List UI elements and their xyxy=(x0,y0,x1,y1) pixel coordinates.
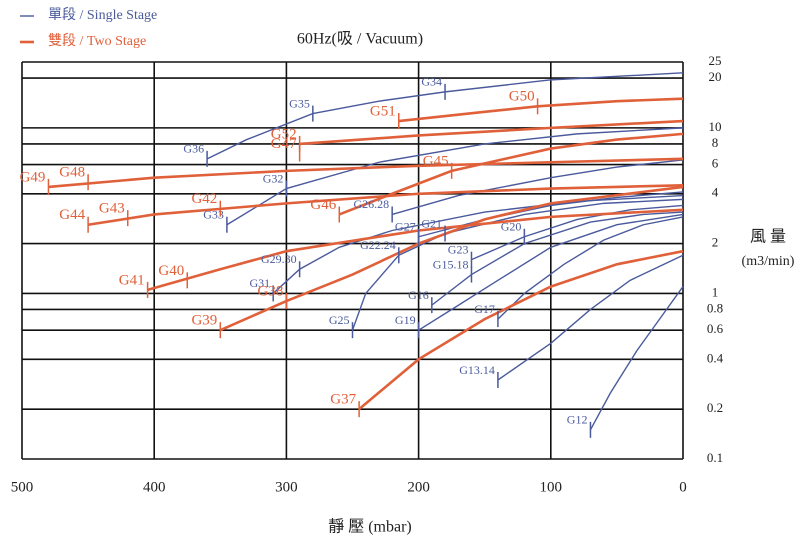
curve xyxy=(299,119,684,146)
curve-label: G51 xyxy=(370,103,396,119)
curve xyxy=(418,213,684,331)
y-tick-label: 2 xyxy=(712,235,719,250)
y-axis-unit: (m3/min) xyxy=(742,254,795,269)
curve-label: G38 xyxy=(258,283,284,299)
curve-label: G32 xyxy=(263,171,284,185)
curve-label: G40 xyxy=(158,263,184,279)
curve-label: G12 xyxy=(567,413,588,427)
curve-label: G31 xyxy=(250,276,271,290)
curve-label: G41 xyxy=(119,272,145,288)
y-tick-label: 6 xyxy=(712,156,719,171)
curve-label: G33 xyxy=(203,207,224,221)
legend-label: 雙段 / Two Stage xyxy=(48,33,146,49)
y-tick-label: 0.4 xyxy=(707,350,724,365)
x-axis-label: 靜 壓 (mbar) xyxy=(328,518,412,536)
curve-label: G15.18 xyxy=(433,257,469,271)
curve-label: G42 xyxy=(191,191,217,207)
x-tick-label: 0 xyxy=(679,479,687,495)
curve-label: G22.24 xyxy=(360,238,396,252)
curve-label: G27 xyxy=(395,220,416,234)
curve xyxy=(391,159,684,216)
curve-label: G43 xyxy=(99,201,125,217)
curve-label: G13.14 xyxy=(459,363,495,377)
curve-label: G45 xyxy=(423,153,449,169)
curve-label: G23 xyxy=(448,242,469,256)
x-tick-label: 100 xyxy=(540,479,563,495)
curve xyxy=(398,97,684,123)
curve-label: G49 xyxy=(20,169,46,185)
curve-label: G48 xyxy=(59,165,85,181)
y-axis-label: 風 量 xyxy=(750,229,786,246)
chart-title: 60Hz(吸 / Vacuum) xyxy=(297,31,423,48)
x-tick-label: 200 xyxy=(407,479,430,495)
curve-label: G19 xyxy=(395,313,416,327)
curve-label: G26.28 xyxy=(353,197,389,211)
curve-label: G50 xyxy=(509,89,535,105)
curve-label: G16 xyxy=(408,288,429,302)
curve-label: G34 xyxy=(421,75,442,89)
y-tick-label: 20 xyxy=(709,69,722,84)
curve xyxy=(431,211,684,306)
curve-label: G35 xyxy=(289,96,310,110)
curve xyxy=(48,157,684,189)
curve-label: G36 xyxy=(183,142,204,156)
curve xyxy=(358,249,684,411)
y-tick-label: 0.1 xyxy=(707,450,723,465)
y-tick-label: 25 xyxy=(709,53,722,68)
curve-label: G39 xyxy=(191,313,217,329)
y-tick-label: 0.6 xyxy=(707,321,724,336)
curve-label: G44 xyxy=(59,207,85,223)
curve-label: G20 xyxy=(501,220,522,234)
curve-label: G46 xyxy=(310,197,336,213)
curve xyxy=(226,127,684,226)
y-tick-label: 8 xyxy=(712,135,719,150)
curve-label: G52 xyxy=(271,126,297,142)
curve-label: G17 xyxy=(474,302,495,316)
curve xyxy=(589,286,684,431)
curve xyxy=(87,183,684,227)
y-tick-label: 0.2 xyxy=(707,400,723,415)
curve xyxy=(206,72,684,160)
curve-label: G21 xyxy=(421,216,442,230)
legend-label: 單段 / Single Stage xyxy=(48,7,157,23)
y-tick-label: 10 xyxy=(709,119,722,134)
x-tick-label: 400 xyxy=(143,479,166,495)
y-tick-label: 0.8 xyxy=(707,300,723,315)
x-tick-label: 300 xyxy=(275,479,298,495)
y-tick-label: 1 xyxy=(712,284,719,299)
curve xyxy=(147,208,684,292)
curve-label: G47 xyxy=(271,136,297,152)
curve xyxy=(497,216,684,320)
curve-label: G25 xyxy=(329,313,350,327)
curve xyxy=(338,132,684,216)
curve xyxy=(471,204,684,261)
curve xyxy=(497,254,684,381)
x-tick-label: 500 xyxy=(11,479,34,495)
curve-label: G29.30 xyxy=(261,252,297,266)
y-tick-label: 4 xyxy=(712,185,719,200)
curve-label: G37 xyxy=(330,392,356,408)
